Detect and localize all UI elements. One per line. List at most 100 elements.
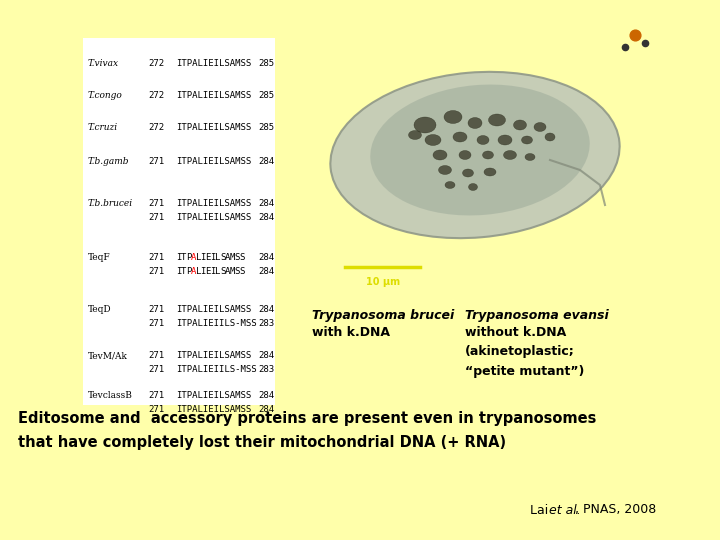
Text: ITPALIEILSAMSS: ITPALIEILSAMSS	[176, 352, 251, 361]
Text: E: E	[205, 253, 211, 262]
Text: P: P	[186, 267, 192, 276]
Text: 284: 284	[258, 199, 274, 207]
Text: 272: 272	[148, 124, 164, 132]
Text: T.congo: T.congo	[88, 91, 122, 100]
Ellipse shape	[453, 132, 467, 142]
Text: I: I	[176, 267, 181, 276]
Text: ITPALIEILSAMSS: ITPALIEILSAMSS	[176, 199, 251, 207]
Ellipse shape	[488, 114, 505, 126]
Text: 271: 271	[148, 267, 164, 276]
Text: T.vivax: T.vivax	[88, 58, 119, 68]
Text: et al.: et al.	[549, 503, 581, 516]
Ellipse shape	[469, 184, 477, 191]
Text: 284: 284	[258, 306, 274, 314]
Text: 271: 271	[148, 392, 164, 401]
Text: L: L	[215, 253, 220, 262]
Text: 284: 284	[258, 267, 274, 276]
Text: T.b.gamb: T.b.gamb	[88, 157, 130, 165]
Text: S: S	[235, 267, 240, 276]
Text: , PNAS, 2008: , PNAS, 2008	[575, 503, 656, 516]
Text: L: L	[196, 253, 201, 262]
Ellipse shape	[513, 120, 526, 130]
Text: 272: 272	[148, 58, 164, 68]
Text: L: L	[196, 267, 201, 276]
Text: 284: 284	[258, 406, 274, 415]
Text: ITPALIEILSAMSS: ITPALIEILSAMSS	[176, 406, 251, 415]
Ellipse shape	[477, 136, 489, 145]
Ellipse shape	[445, 181, 455, 188]
Text: ITPALIEILSAMSS: ITPALIEILSAMSS	[176, 157, 251, 165]
Text: ITPALIEILSAMSS: ITPALIEILSAMSS	[176, 124, 251, 132]
Text: 271: 271	[148, 406, 164, 415]
Text: 271: 271	[148, 320, 164, 328]
Text: 285: 285	[258, 58, 274, 68]
Text: ITPALIEIILS-MSS: ITPALIEIILS-MSS	[176, 366, 256, 375]
Ellipse shape	[459, 151, 471, 159]
Text: 285: 285	[258, 124, 274, 132]
Text: 284: 284	[258, 253, 274, 262]
Point	[619, 43, 631, 51]
Text: A: A	[225, 267, 230, 276]
Text: (akinetoplastic;: (akinetoplastic;	[465, 346, 575, 359]
Text: A: A	[191, 253, 196, 262]
Ellipse shape	[433, 150, 447, 160]
Text: I: I	[200, 267, 206, 276]
Text: I: I	[176, 253, 181, 262]
Point	[629, 31, 641, 39]
Text: 271: 271	[148, 306, 164, 314]
Text: 283: 283	[258, 366, 274, 375]
Text: A: A	[191, 267, 196, 276]
Text: Trypanosoma evansi: Trypanosoma evansi	[465, 308, 608, 321]
Text: M: M	[230, 267, 235, 276]
Ellipse shape	[534, 123, 546, 132]
Text: Lai: Lai	[530, 503, 552, 516]
Text: I: I	[210, 253, 216, 262]
Text: T: T	[181, 253, 186, 262]
Text: 271: 271	[148, 157, 164, 165]
Text: E: E	[205, 267, 211, 276]
Text: that have completely lost their mitochondrial DNA (+ RNA): that have completely lost their mitochon…	[18, 435, 506, 449]
Text: Trypanosoma brucei: Trypanosoma brucei	[312, 308, 454, 321]
Text: 271: 271	[148, 352, 164, 361]
Ellipse shape	[425, 134, 441, 145]
Text: 10 μm: 10 μm	[366, 277, 400, 287]
Ellipse shape	[545, 133, 555, 141]
Ellipse shape	[444, 111, 462, 124]
Bar	[83, 38, 275, 405]
Text: 271: 271	[148, 199, 164, 207]
Ellipse shape	[330, 72, 620, 238]
Text: without k.DNA: without k.DNA	[465, 327, 566, 340]
Text: T: T	[181, 267, 186, 276]
Ellipse shape	[521, 136, 533, 144]
Text: with k.DNA: with k.DNA	[312, 327, 390, 340]
Ellipse shape	[370, 85, 590, 215]
Text: ITPALIEILSAMSS: ITPALIEILSAMSS	[176, 91, 251, 100]
Text: ITPALIEILSAMSS: ITPALIEILSAMSS	[176, 58, 251, 68]
Text: 284: 284	[258, 157, 274, 165]
Text: S: S	[240, 253, 245, 262]
Ellipse shape	[503, 151, 516, 159]
Text: S: S	[220, 267, 225, 276]
Ellipse shape	[525, 153, 535, 160]
Text: S: S	[240, 267, 245, 276]
Text: 284: 284	[258, 213, 274, 221]
Ellipse shape	[438, 165, 451, 174]
Text: T.b.brucei: T.b.brucei	[88, 199, 133, 207]
Text: S: S	[235, 253, 240, 262]
Text: ITPALIEILSAMSS: ITPALIEILSAMSS	[176, 392, 251, 401]
Text: P: P	[186, 253, 192, 262]
Text: 271: 271	[148, 213, 164, 221]
Ellipse shape	[498, 135, 512, 145]
Ellipse shape	[484, 168, 496, 176]
Text: 283: 283	[258, 320, 274, 328]
Ellipse shape	[468, 118, 482, 129]
Text: 284: 284	[258, 392, 274, 401]
Text: 271: 271	[148, 366, 164, 375]
Text: TeqF: TeqF	[88, 253, 111, 262]
Point	[639, 39, 651, 48]
Text: 271: 271	[148, 253, 164, 262]
Text: TevclassB: TevclassB	[88, 392, 133, 401]
Text: TevM/Ak: TevM/Ak	[88, 352, 128, 361]
Text: M: M	[230, 253, 235, 262]
Text: ITPALIEILSAMSS: ITPALIEILSAMSS	[176, 213, 251, 221]
